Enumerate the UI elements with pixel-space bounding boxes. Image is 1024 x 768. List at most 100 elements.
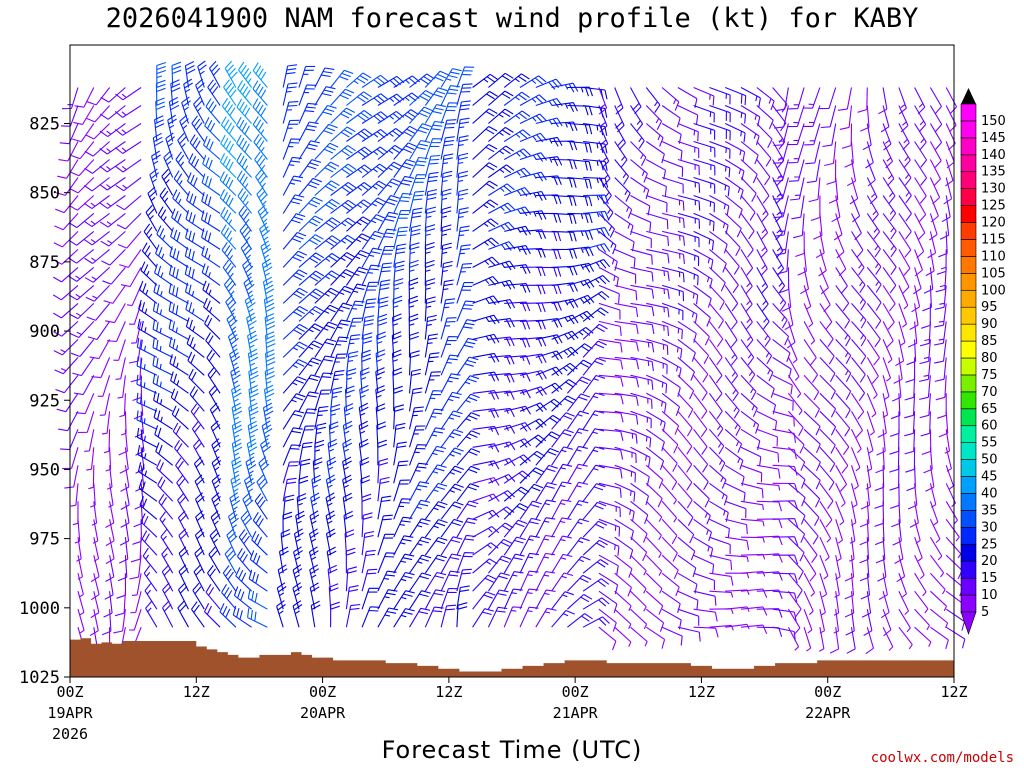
wind-barb <box>227 330 239 358</box>
wind-barb <box>630 464 650 487</box>
wind-barb <box>409 90 435 106</box>
wind-barb <box>661 482 677 505</box>
wind-barb <box>342 474 353 502</box>
wind-barb <box>171 208 189 232</box>
wind-barb <box>646 356 668 375</box>
wind-barb <box>835 483 846 508</box>
wind-barb <box>186 334 205 358</box>
wind-barb <box>907 321 918 348</box>
wind-barb <box>240 240 253 268</box>
colorbar-label: 145 <box>981 131 1006 146</box>
wind-barb <box>598 518 621 537</box>
wind-barb <box>693 536 714 558</box>
wind-barb <box>567 86 594 97</box>
wind-barb <box>874 501 885 527</box>
wind-barb <box>359 367 370 394</box>
wind-barb <box>298 102 318 124</box>
wind-barb <box>253 133 268 160</box>
wind-barb <box>787 392 803 416</box>
wind-barb <box>661 590 681 613</box>
wind-barb <box>614 410 639 425</box>
wind-barb <box>819 303 833 330</box>
wind-barb <box>488 317 515 328</box>
wind-barb <box>231 456 242 484</box>
wind-barb <box>756 518 783 529</box>
wind-barb <box>582 578 610 592</box>
wind-barb <box>128 303 142 325</box>
wind-barb <box>242 492 254 520</box>
wind-barb <box>55 195 79 214</box>
wind-barb <box>343 510 354 538</box>
wind-barb <box>298 177 322 196</box>
wind-barb <box>851 357 866 383</box>
wind-barb <box>247 420 259 448</box>
wind-barb <box>756 231 768 259</box>
wind-barb <box>115 159 142 173</box>
colorbar-label: 100 <box>981 283 1006 298</box>
wind-barb <box>819 428 836 454</box>
wind-barb <box>503 454 531 466</box>
wind-barb <box>194 546 205 574</box>
wind-barb <box>866 159 876 187</box>
wind-barb <box>472 144 498 160</box>
wind-barb <box>375 367 386 394</box>
wind-barb <box>740 123 760 146</box>
wind-barb <box>566 393 590 412</box>
wind-barb <box>488 490 516 502</box>
colorbar-swatch <box>960 594 977 613</box>
wind-barb <box>345 351 359 376</box>
wind-barb <box>630 608 648 630</box>
wind-barb <box>709 608 734 614</box>
wind-barb <box>803 482 821 508</box>
wind-barb <box>772 159 789 182</box>
wind-barb <box>709 554 733 570</box>
wind-barb <box>598 266 619 288</box>
wind-barb <box>54 213 79 231</box>
wind-barb <box>154 425 174 448</box>
wind-barb <box>456 483 480 502</box>
wind-barb <box>100 230 126 247</box>
colorbar-swatch <box>960 493 977 511</box>
wind-barb <box>314 287 340 304</box>
wind-barb <box>740 213 755 240</box>
wind-barb <box>314 338 337 358</box>
wind-barb <box>519 606 539 628</box>
wind-barb <box>535 534 555 556</box>
wind-barb <box>693 212 715 232</box>
wind-barb <box>408 259 419 286</box>
wind-barbs-layer <box>52 60 966 655</box>
colorbar-top-arrow <box>961 88 976 104</box>
wind-barb <box>161 564 174 592</box>
wind-barb <box>582 428 605 448</box>
wind-barb <box>519 386 547 397</box>
wind-barb <box>708 357 723 384</box>
wind-barb <box>282 477 297 502</box>
wind-barb <box>693 194 715 213</box>
wind-barb <box>504 337 531 348</box>
wind-barb <box>693 321 710 346</box>
wind-barb <box>882 177 896 204</box>
wind-barb <box>630 230 652 249</box>
wind-barb <box>346 199 372 214</box>
wind-barb <box>227 510 239 538</box>
wind-barb <box>424 241 435 268</box>
wind-barb <box>293 528 304 556</box>
wind-barb <box>170 388 189 412</box>
wind-barb <box>223 277 237 304</box>
wind-barb <box>598 105 608 133</box>
wind-barb <box>309 582 320 610</box>
wind-barb <box>787 357 800 381</box>
wind-barb <box>298 357 322 376</box>
wind-barb <box>298 340 323 358</box>
wind-barb <box>882 609 892 637</box>
wind-barb <box>155 97 166 124</box>
wind-barb <box>630 626 648 647</box>
wind-barb <box>889 447 900 473</box>
wind-barb <box>740 588 768 598</box>
wind-barb <box>424 371 441 394</box>
wind-barb <box>661 105 681 128</box>
colorbar-label: 5 <box>981 605 989 620</box>
wind-barb <box>440 447 464 466</box>
wind-barb <box>866 267 882 293</box>
wind-barb <box>282 427 303 448</box>
